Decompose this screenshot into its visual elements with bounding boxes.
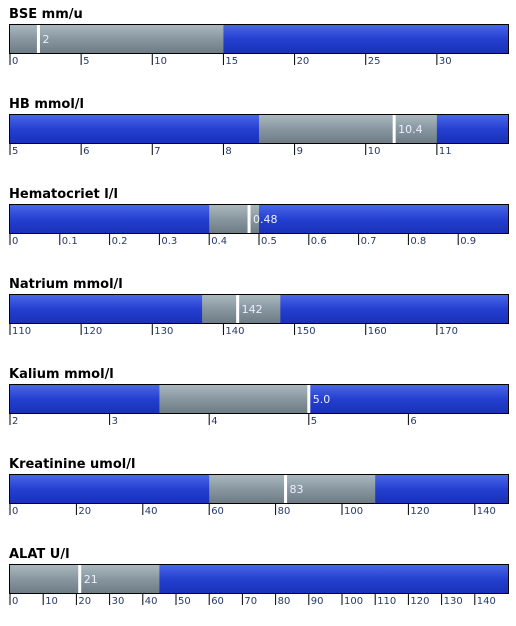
x-tick-label: 80 [278,596,291,607]
normal-range [259,115,437,143]
x-tick-label: 100 [344,506,363,517]
value-label: 10.4 [398,123,423,136]
x-tick-label: 0 [12,596,18,607]
x-tick-label: 130 [444,596,463,607]
normal-range [10,25,224,53]
normal-range [209,475,376,503]
x-tick-label: 60 [211,596,224,607]
x-tick-label: 20 [78,596,91,607]
x-tick-label: 170 [439,326,458,337]
x-tick-label: 130 [154,326,173,337]
x-tick-label: 140 [477,596,496,607]
x-tick-label: 0.4 [211,236,227,247]
x-tick-label: 0.7 [361,236,377,247]
x-tick-label: 0.3 [161,236,177,247]
x-tick-label: 40 [145,506,158,517]
x-tick-label: 120 [410,506,429,517]
x-tick-label: 50 [178,596,191,607]
x-tick-label: 140 [477,506,496,517]
x-tick-label: 10 [45,596,58,607]
bar-border [9,204,509,234]
x-tick-label: 0 [12,506,18,517]
x-tick-label: 25 [368,56,381,67]
bar-border [9,294,509,324]
x-tick-label: 90 [311,596,324,607]
x-tick-label: 0 [12,56,18,67]
x-tick-label: 0.1 [62,236,78,247]
x-tick-label: 4 [211,416,217,427]
normal-range [10,565,160,593]
bar-border [9,114,509,144]
x-tick-label: 10 [368,146,381,157]
bar-border [9,384,509,414]
x-tick-label: 9 [297,146,303,157]
value-label: 21 [84,573,98,586]
x-tick-label: 7 [154,146,160,157]
x-tick-label: 120 [410,596,429,607]
x-tick-label: 110 [12,326,31,337]
x-tick-label: 30 [439,56,452,67]
chart-title: HB mmol/l [9,97,84,112]
x-tick-label: 120 [83,326,102,337]
x-tick-label: 0.6 [311,236,327,247]
x-tick-label: 11 [439,146,452,157]
x-tick-label: 0 [12,236,18,247]
x-tick-label: 70 [244,596,257,607]
value-label: 5.0 [313,393,331,406]
x-tick-label: 5 [12,146,18,157]
bar-border [9,474,509,504]
value-label: 142 [242,303,263,316]
x-tick-label: 15 [225,56,238,67]
x-tick-label: 0.2 [112,236,128,247]
x-tick-label: 3 [112,416,118,427]
x-tick-label: 80 [278,506,291,517]
chart-title: BSE mm/u [9,7,83,22]
x-tick-label: 160 [368,326,387,337]
value-label: 83 [290,483,304,496]
chart-title: Natrium mmol/l [9,277,123,292]
x-tick-label: 150 [297,326,316,337]
x-tick-label: 6 [83,146,89,157]
x-tick-label: 20 [78,506,91,517]
x-tick-label: 5 [83,56,89,67]
x-tick-label: 8 [225,146,231,157]
x-tick-label: 5 [311,416,317,427]
x-tick-label: 30 [112,596,125,607]
x-tick-label: 0.8 [410,236,426,247]
x-tick-label: 40 [145,596,158,607]
chart-title: Kreatinine umol/l [9,457,135,472]
normal-range [202,295,281,323]
x-tick-label: 0.9 [460,236,476,247]
x-tick-label: 60 [211,506,224,517]
chart-title: Hematocriet l/l [9,187,118,202]
x-tick-label: 20 [297,56,310,67]
normal-range [159,385,309,413]
x-tick-label: 140 [225,326,244,337]
x-tick-label: 0.5 [261,236,277,247]
x-tick-label: 100 [344,596,363,607]
chart-title: Kalium mmol/l [9,367,114,382]
chart-title: ALAT U/l [9,547,70,562]
x-tick-label: 2 [12,416,18,427]
bar-border [9,564,509,594]
bar-border [9,24,509,54]
x-tick-label: 10 [154,56,167,67]
normal-range [209,205,259,233]
x-tick-label: 6 [410,416,416,427]
value-label: 0.48 [253,213,277,226]
x-tick-label: 110 [377,596,396,607]
value-label: 2 [42,33,49,46]
